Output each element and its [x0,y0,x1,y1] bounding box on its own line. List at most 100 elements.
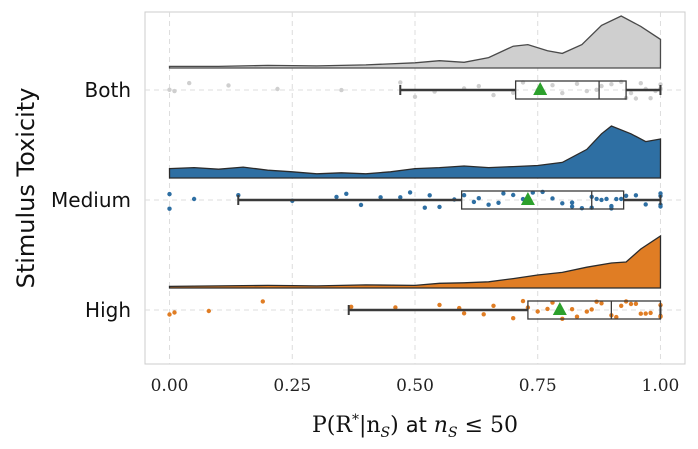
data-point [658,82,663,87]
iqr-box [527,300,662,320]
mean-marker [552,302,567,315]
data-point [167,191,172,197]
data-point [412,94,418,100]
y-axis-title: Stimulus Toxicity [12,88,40,289]
data-point [167,87,172,93]
iqr-box [460,190,625,210]
data-point [560,201,565,206]
data-point [422,205,427,210]
data-point [574,81,580,87]
data-point [550,196,555,201]
density-cloud [168,125,662,179]
y-category-label: Both [85,78,131,102]
data-point [643,202,648,207]
data-point [628,90,634,96]
data-point [491,303,496,308]
data-point [584,309,589,314]
data-point [599,197,604,203]
x-ticks: 0.00 0.25 0.50 0.75 1.00 [151,376,680,396]
group-both [167,15,663,101]
data-point [614,314,619,320]
data-point [520,298,526,304]
data-point [407,190,413,195]
data-point [461,193,467,198]
data-point [260,299,265,304]
data-point [393,305,398,310]
x-tick-label: 0.00 [151,376,189,396]
y-category-labels: Both Medium High [51,78,131,322]
data-point [579,206,585,211]
data-point [550,83,555,88]
data-point [437,204,442,210]
mean-marker [533,82,548,95]
data-point [609,82,614,87]
data-point [643,311,648,316]
data-point [638,311,643,316]
data-point [167,206,172,211]
data-point [476,196,481,201]
data-point [545,306,550,312]
data-point [604,196,609,202]
data-point [471,199,477,205]
data-point [599,83,604,89]
data-point [398,80,403,85]
data-point [560,90,565,96]
groups-layer [167,15,663,321]
data-point [344,191,349,196]
data-point [437,302,442,308]
data-point [187,80,192,86]
data-point [491,92,496,98]
x-tick-label: 0.50 [396,376,434,396]
data-point [398,195,403,200]
data-point [535,309,540,314]
data-point [226,83,231,88]
data-point [623,193,629,198]
data-point [569,204,575,209]
data-point [496,200,501,205]
density-cloud [168,15,662,69]
data-point [167,312,172,317]
data-point [511,316,516,321]
data-point [476,83,481,89]
data-point [481,312,486,317]
data-point [358,202,364,208]
mean-marker [520,192,535,205]
data-point [191,196,197,202]
data-point [339,87,344,93]
data-point [206,308,211,314]
y-category-label: High [85,298,131,322]
data-point [614,196,619,202]
data-point [569,200,575,205]
data-point [648,96,653,101]
iqr-box [514,80,627,100]
group-medium [167,125,663,211]
data-point [633,301,639,306]
data-point [599,301,604,306]
x-tick-label: 0.75 [519,376,557,396]
data-point [511,192,516,198]
data-point [594,299,599,304]
density-cloud [168,234,662,289]
y-category-label: Medium [51,188,131,212]
data-point [619,196,624,202]
data-point [589,307,594,312]
group-high [167,234,663,321]
x-tick-label: 0.25 [273,376,311,396]
data-point [275,86,280,92]
x-tick-label: 1.00 [642,376,680,396]
data-point [638,81,643,86]
data-point [378,195,383,200]
data-point [486,202,491,207]
data-point [633,96,639,101]
data-point [511,90,516,96]
data-point [349,304,354,309]
data-point [172,88,177,94]
data-point [461,311,467,316]
data-point [574,314,580,319]
data-point [619,303,624,308]
data-point [658,204,663,209]
data-point [334,194,339,200]
data-point [501,191,506,196]
data-point [633,193,639,198]
